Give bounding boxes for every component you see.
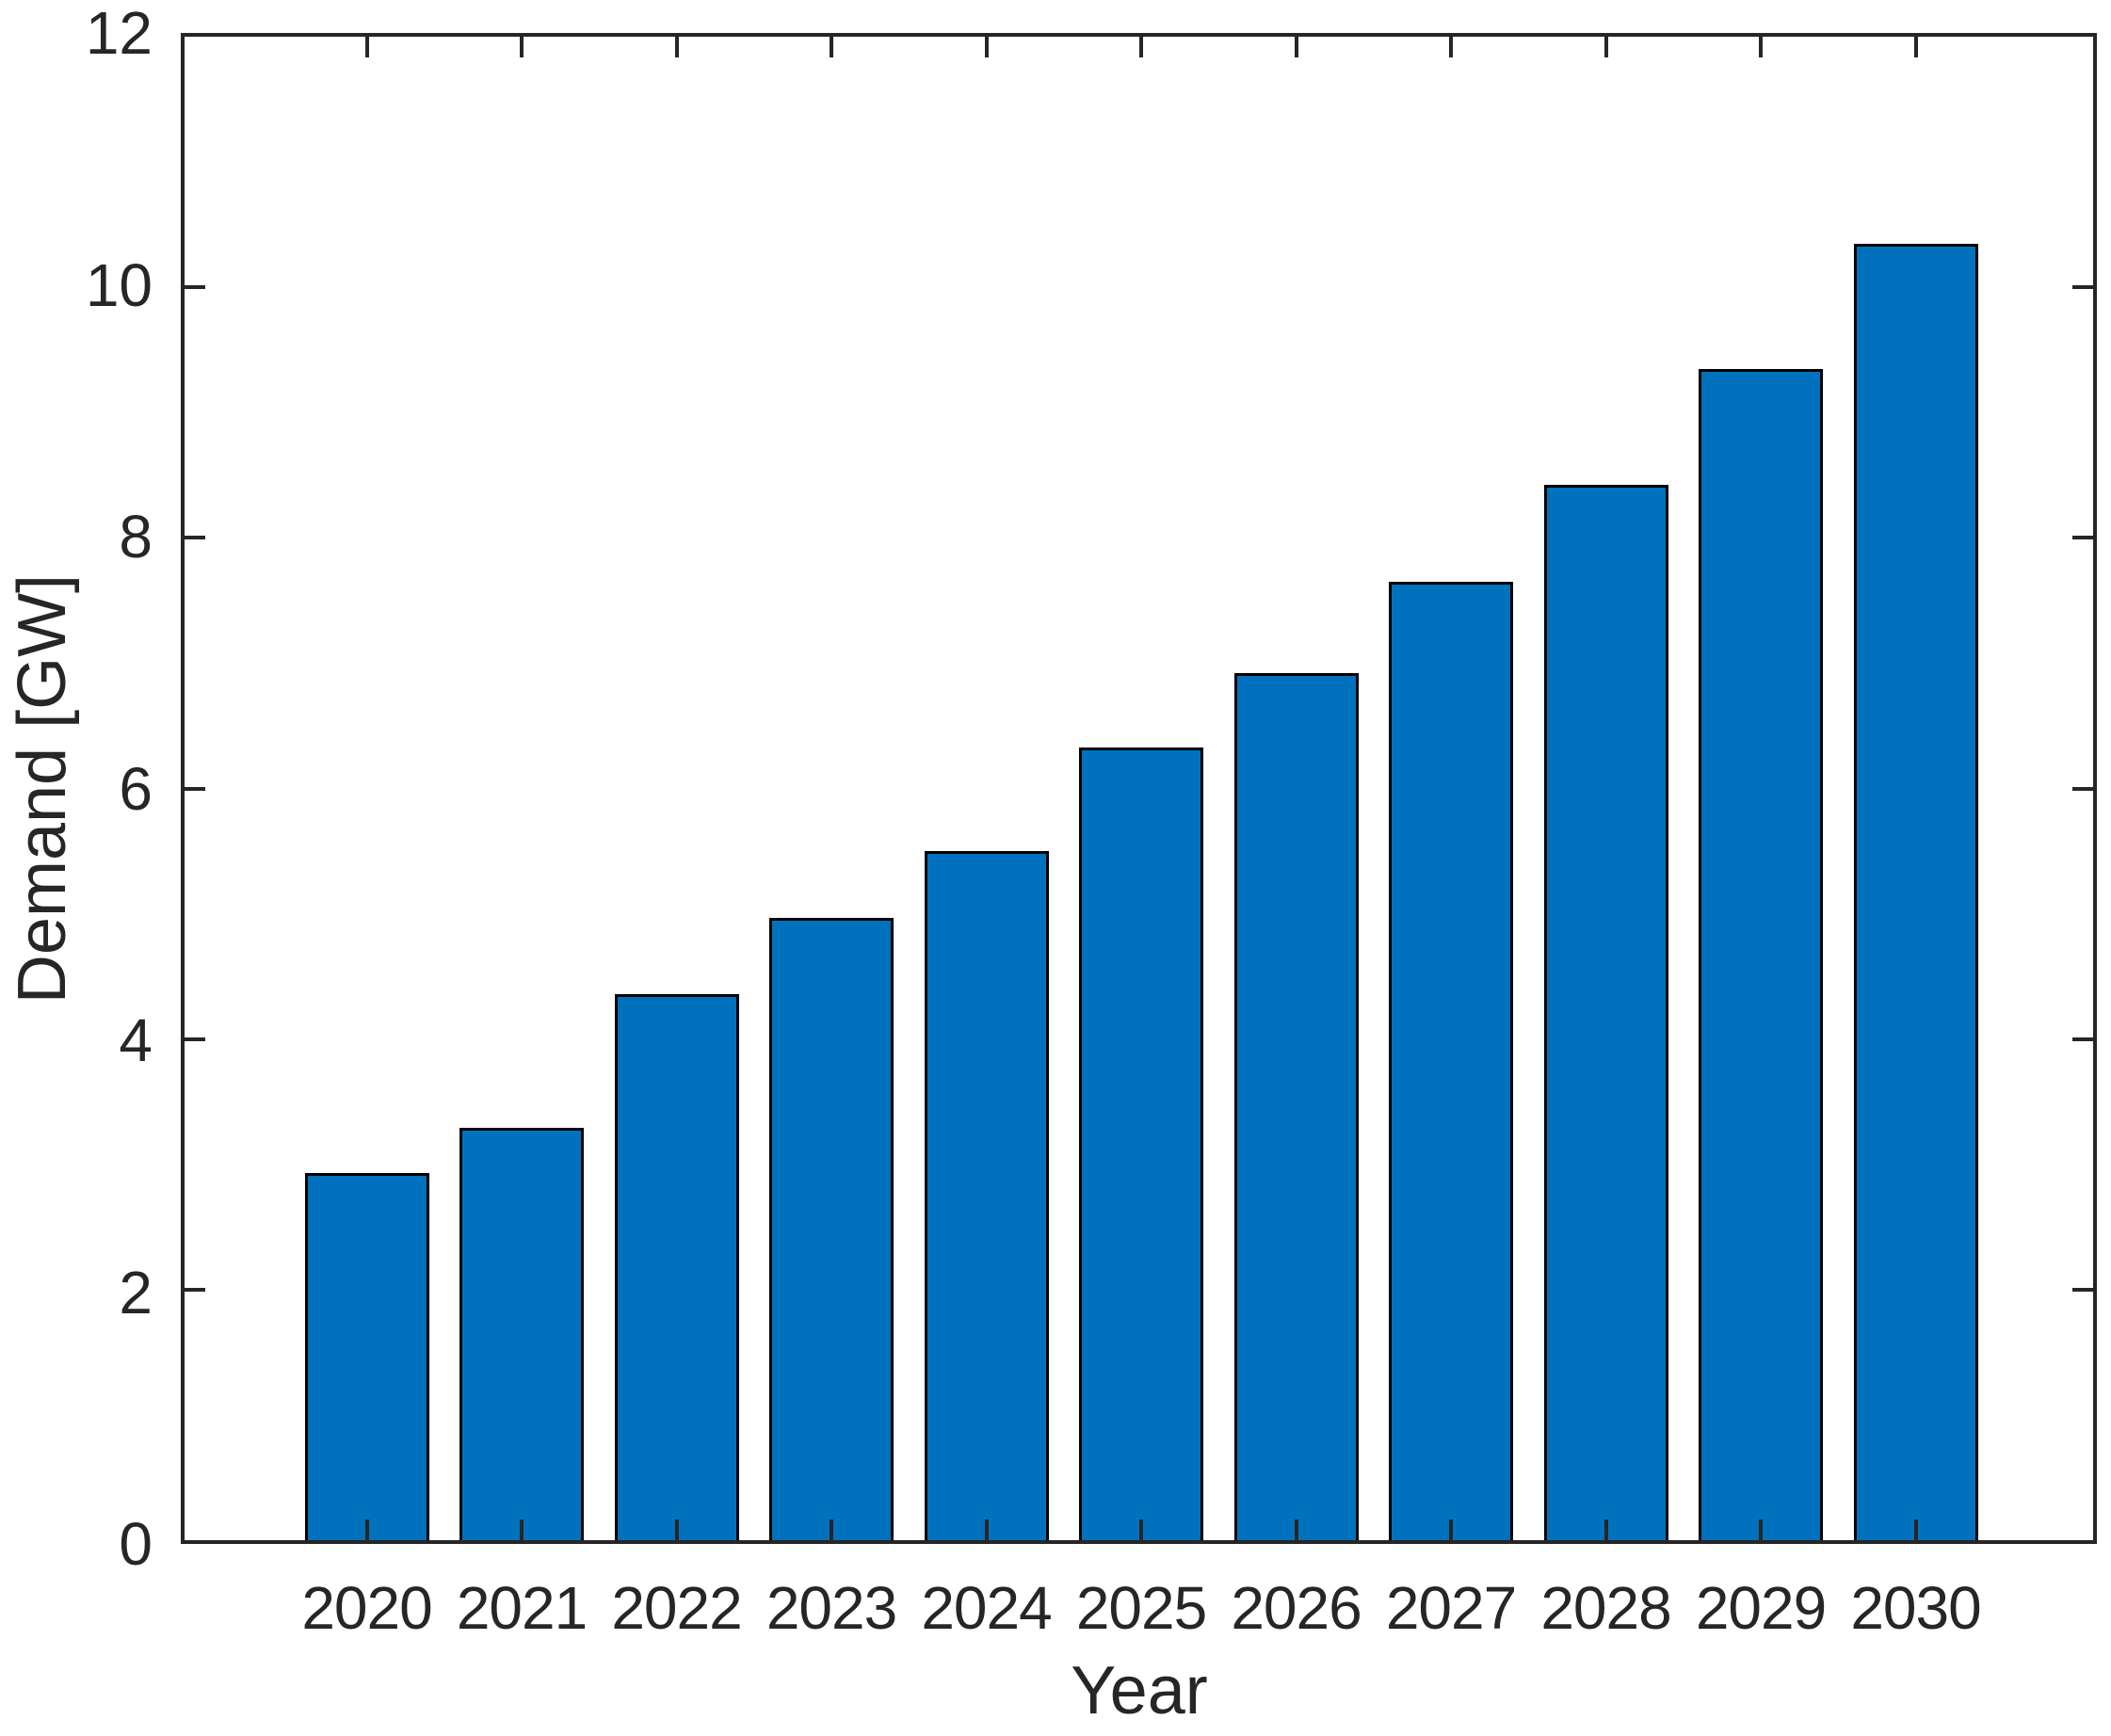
- y-tick-label: 4: [119, 1006, 153, 1074]
- x-tick-mark-top: [364, 37, 369, 57]
- x-tick-label: 2028: [1540, 1574, 1671, 1642]
- bar-2027: [1389, 581, 1513, 1540]
- x-tick-mark-top: [1603, 37, 1608, 57]
- x-tick-label: 2023: [765, 1574, 897, 1642]
- x-tick-label: 2030: [1850, 1574, 1981, 1642]
- x-tick-mark-bottom: [674, 1519, 679, 1540]
- x-tick-mark-bottom: [830, 1519, 833, 1540]
- x-tick-label: 2021: [456, 1574, 588, 1642]
- plot-area: [181, 33, 2097, 1544]
- x-tick-label: 2026: [1231, 1574, 1362, 1642]
- y-tick-label: 0: [119, 1510, 153, 1578]
- y-tick-mark-left: [185, 1037, 205, 1041]
- x-tick-mark-bottom: [520, 1519, 524, 1540]
- x-tick-label: 2027: [1385, 1574, 1517, 1642]
- x-tick-label: 2022: [611, 1574, 742, 1642]
- y-tick-label: 6: [119, 754, 153, 823]
- x-tick-mark-top: [674, 37, 679, 57]
- x-tick-mark-top: [1913, 37, 1918, 57]
- bar-2024: [924, 851, 1049, 1540]
- x-tick-mark-top: [984, 37, 989, 57]
- y-tick-label: 8: [119, 503, 153, 571]
- y-tick-mark-right: [2072, 1287, 2093, 1292]
- y-tick-mark-right: [2072, 1037, 2093, 1041]
- y-tick-mark-left: [185, 1287, 205, 1292]
- y-tick-mark-right: [2072, 786, 2093, 791]
- bar-2025: [1079, 747, 1203, 1540]
- y-tick-label: 10: [85, 250, 153, 319]
- bar-2029: [1699, 368, 1823, 1540]
- bar-2021: [459, 1128, 584, 1540]
- x-tick-mark-top: [830, 37, 833, 57]
- x-tick-label: 2029: [1695, 1574, 1827, 1642]
- x-tick-mark-top: [1294, 37, 1298, 57]
- x-tick-mark-bottom: [1294, 1519, 1298, 1540]
- x-tick-mark-bottom: [984, 1519, 989, 1540]
- y-tick-mark-left: [185, 285, 205, 290]
- bar-2026: [1233, 673, 1359, 1540]
- x-tick-mark-top: [1139, 37, 1143, 57]
- x-tick-mark-top: [1449, 37, 1453, 57]
- bar-2022: [614, 993, 739, 1540]
- bar-2028: [1543, 485, 1668, 1540]
- y-tick-mark-right: [2072, 285, 2093, 290]
- x-tick-mark-bottom: [1139, 1519, 1143, 1540]
- y-tick-mark-right: [2072, 536, 2093, 540]
- y-tick-mark-left: [185, 786, 205, 791]
- x-axis-label: Year: [1071, 1653, 1208, 1728]
- x-tick-mark-bottom: [364, 1519, 369, 1540]
- x-tick-mark-bottom: [1759, 1519, 1763, 1540]
- x-tick-label: 2020: [301, 1574, 432, 1642]
- bar-2020: [304, 1173, 429, 1540]
- x-tick-mark-bottom: [1449, 1519, 1453, 1540]
- x-tick-mark-top: [1759, 37, 1763, 57]
- y-tick-label: 2: [119, 1258, 153, 1326]
- x-tick-mark-bottom: [1913, 1519, 1918, 1540]
- y-tick-label: 12: [85, 0, 153, 67]
- bar-2030: [1853, 243, 1978, 1540]
- x-tick-mark-bottom: [1603, 1519, 1608, 1540]
- x-tick-mark-top: [520, 37, 524, 57]
- bar-2023: [769, 917, 894, 1540]
- x-tick-label: 2025: [1075, 1574, 1207, 1642]
- y-tick-mark-left: [185, 536, 205, 540]
- x-tick-label: 2024: [921, 1574, 1052, 1642]
